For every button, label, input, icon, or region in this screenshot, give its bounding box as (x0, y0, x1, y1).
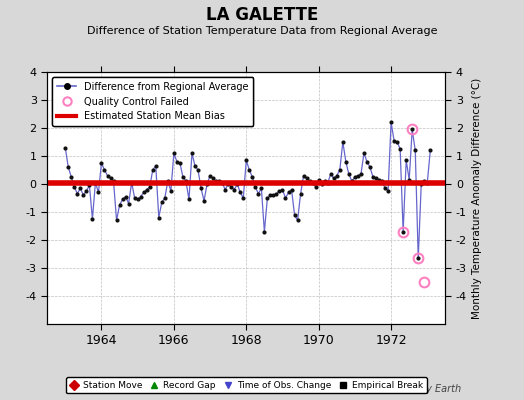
Text: Berkeley Earth: Berkeley Earth (389, 384, 461, 394)
Legend: Difference from Regional Average, Quality Control Failed, Estimated Station Mean: Difference from Regional Average, Qualit… (52, 77, 254, 126)
Text: LA GALETTE: LA GALETTE (206, 6, 318, 24)
Legend: Station Move, Record Gap, Time of Obs. Change, Empirical Break: Station Move, Record Gap, Time of Obs. C… (66, 377, 427, 394)
Text: Difference of Station Temperature Data from Regional Average: Difference of Station Temperature Data f… (87, 26, 437, 36)
Y-axis label: Monthly Temperature Anomaly Difference (°C): Monthly Temperature Anomaly Difference (… (473, 77, 483, 319)
